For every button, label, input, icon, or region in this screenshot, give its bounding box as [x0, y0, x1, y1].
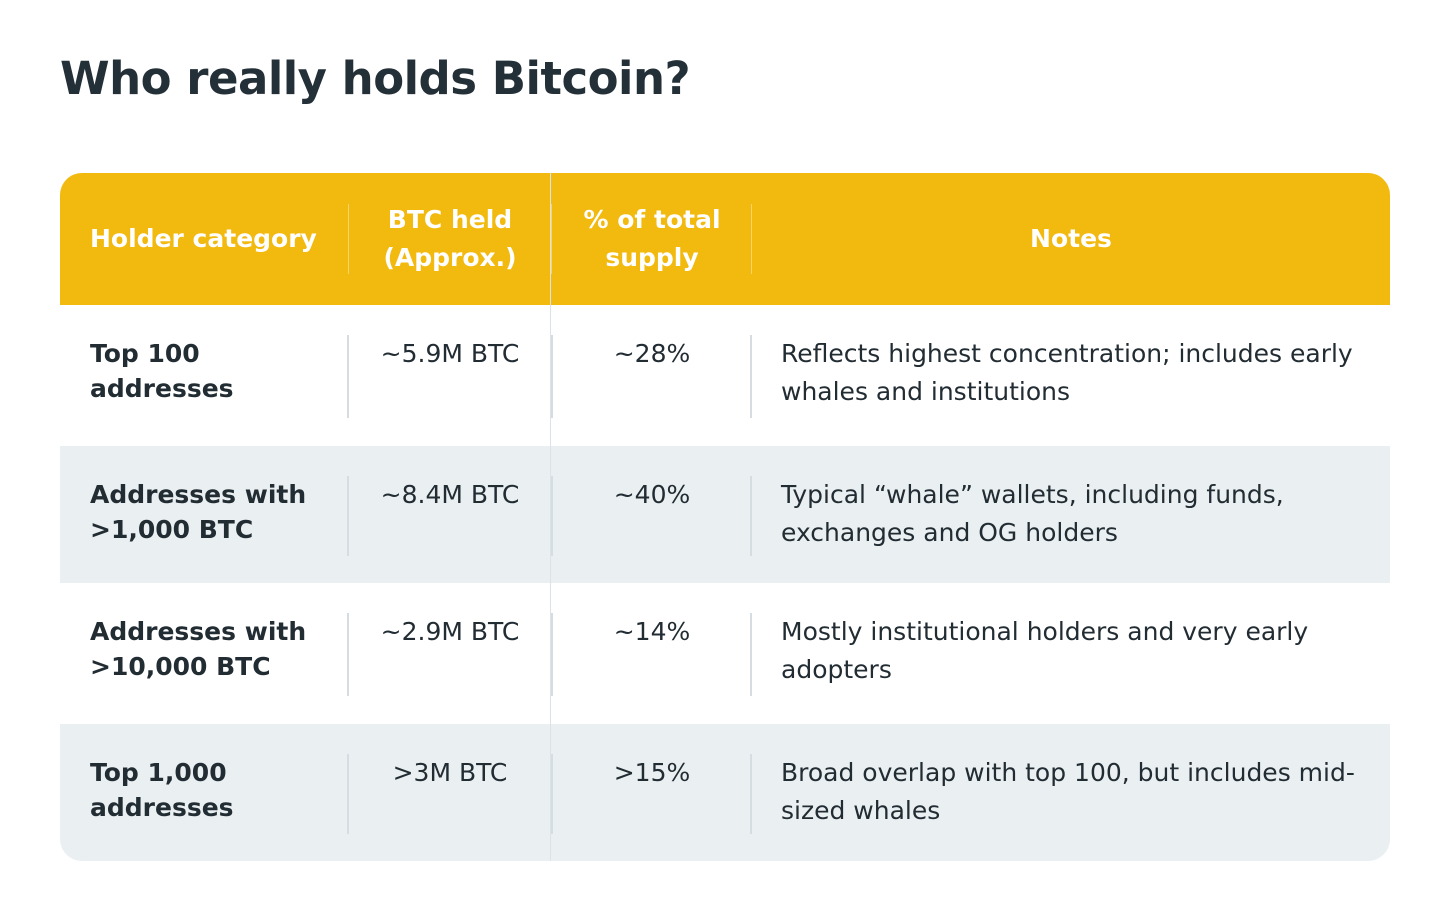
row-category: Top 100 addresses [90, 339, 234, 403]
row-btc-held: ~5.9M BTC [380, 339, 520, 368]
row-divider [551, 754, 553, 834]
row-divider [750, 476, 752, 556]
holders-table: Holder category BTC held (Approx.) % of … [60, 173, 1390, 861]
table-row: Addresses with >1,000 BTC ~8.4M BTC ~40%… [60, 446, 1390, 583]
row-notes: Mostly institutional holders and very ea… [781, 617, 1309, 684]
table-row: Top 100 addresses ~5.9M BTC ~28% Reflect… [60, 305, 1390, 446]
header-percent-supply: % of total supply [583, 205, 721, 272]
row-btc-held: ~2.9M BTC [380, 617, 520, 646]
row-category: Top 1,000 addresses [90, 758, 234, 822]
header-holder-category: Holder category [90, 224, 317, 253]
row-percent-supply: >15% [613, 758, 691, 787]
header-divider [751, 204, 752, 274]
header-notes: Notes [1030, 224, 1112, 253]
row-divider [551, 335, 553, 418]
table-header: Holder category BTC held (Approx.) % of … [60, 173, 1390, 305]
row-percent-supply: ~28% [613, 339, 691, 368]
row-divider [347, 754, 349, 834]
header-divider [348, 204, 349, 274]
row-divider [750, 754, 752, 834]
column-separator [550, 173, 551, 861]
row-percent-supply: ~40% [613, 480, 691, 509]
table-row: Addresses with >10,000 BTC ~2.9M BTC ~14… [60, 583, 1390, 724]
row-notes: Typical “whale” wallets, including funds… [781, 480, 1284, 547]
row-divider [347, 613, 349, 696]
row-divider [347, 335, 349, 418]
row-divider [551, 613, 553, 696]
page-title: Who really holds Bitcoin? [60, 52, 691, 105]
row-category: Addresses with >10,000 BTC [90, 617, 307, 681]
row-category: Addresses with >1,000 BTC [90, 480, 307, 544]
row-btc-held: ~8.4M BTC [380, 480, 520, 509]
row-divider [750, 335, 752, 418]
row-notes: Broad overlap with top 100, but includes… [781, 758, 1355, 825]
row-divider [750, 613, 752, 696]
header-btc-held: BTC held (Approx.) [383, 205, 517, 272]
row-notes: Reflects highest concentration; includes… [781, 339, 1353, 406]
row-divider [551, 476, 553, 556]
row-divider [347, 476, 349, 556]
row-btc-held: >3M BTC [392, 758, 508, 787]
table-row: Top 1,000 addresses >3M BTC >15% Broad o… [60, 724, 1390, 861]
header-divider [551, 204, 552, 274]
row-percent-supply: ~14% [613, 617, 691, 646]
